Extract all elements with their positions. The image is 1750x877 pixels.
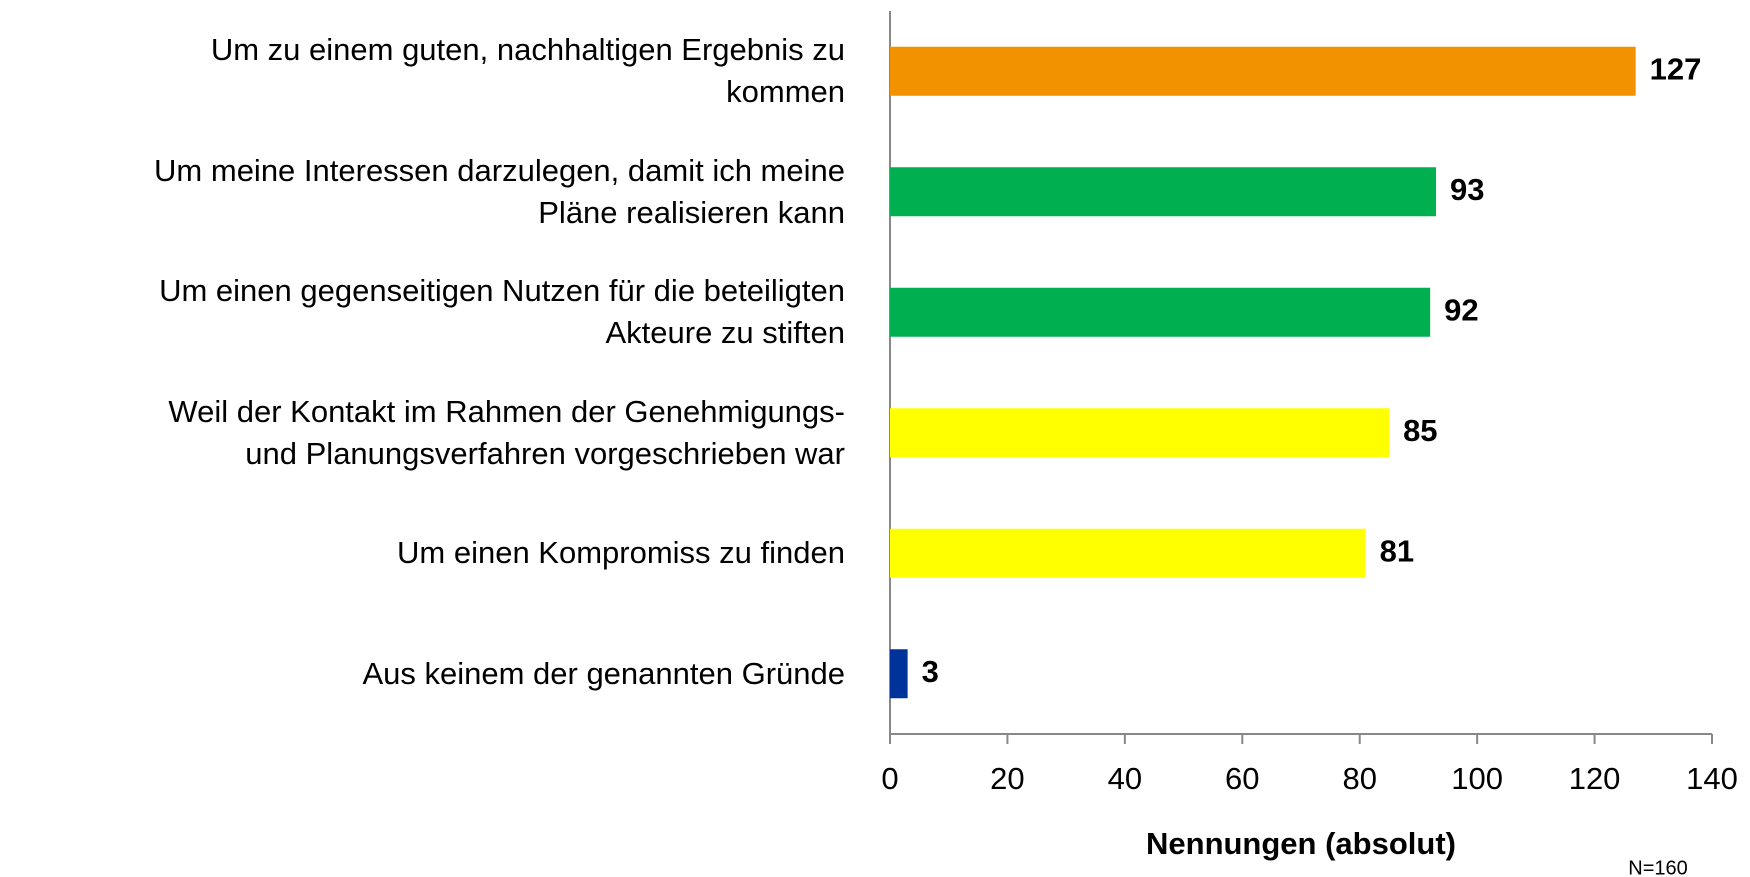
x-tick-label: 60 [1225, 761, 1259, 796]
data-label: 93 [1450, 172, 1484, 207]
x-tick-label: 80 [1342, 761, 1376, 796]
data-label: 85 [1403, 413, 1437, 448]
bar [890, 167, 1437, 217]
data-label: 127 [1650, 51, 1702, 86]
data-label: 81 [1380, 533, 1414, 568]
x-tick-label: 140 [1686, 761, 1738, 796]
x-tick-label: 100 [1451, 761, 1503, 796]
data-label: 3 [922, 654, 939, 689]
y-tick-label: Um meine Interessen darzulegen, damit ic… [154, 152, 845, 230]
y-tick-label: Um zu einem guten, nachhaltigen Ergebnis… [210, 32, 845, 110]
x-tick-label: 0 [881, 761, 898, 796]
bar [890, 649, 908, 699]
x-tick-label: 120 [1569, 761, 1621, 796]
bar [890, 46, 1636, 96]
data-label: 92 [1444, 292, 1478, 327]
y-tick-label: Um einen Kompromiss zu finden [397, 535, 845, 571]
x-axis-title: Nennungen (absolut) [1146, 826, 1456, 861]
x-tick-label: 40 [1108, 761, 1142, 796]
y-tick-label: Aus keinem der genannten Gründe [362, 655, 845, 691]
bar [890, 287, 1431, 337]
y-tick-label: Weil der Kontakt im Rahmen der Genehmigu… [168, 393, 845, 471]
annotation: N=160 [1628, 857, 1688, 877]
bar [890, 528, 1366, 578]
y-tick-label: Um einen gegenseitigen Nutzen für die be… [159, 273, 845, 351]
x-tick-label: 20 [990, 761, 1024, 796]
bar [890, 408, 1390, 458]
